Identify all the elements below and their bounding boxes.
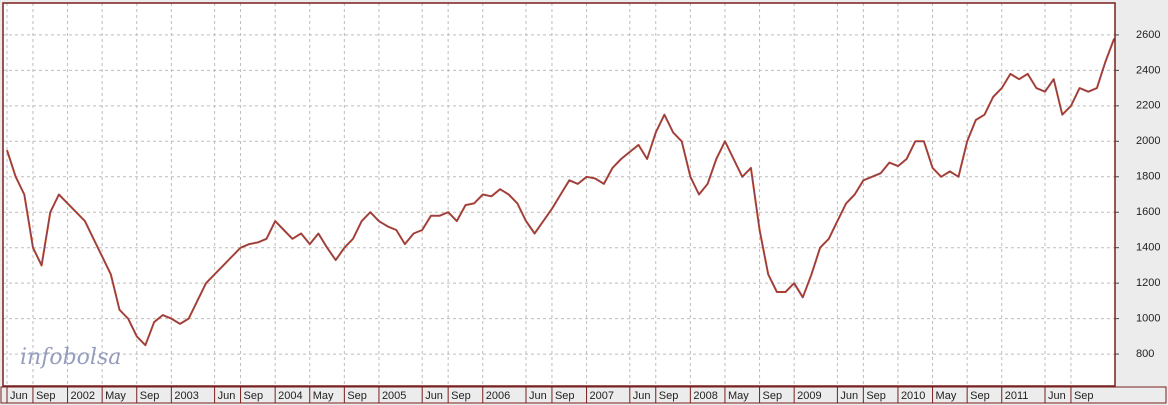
x-tick-label: Jun bbox=[840, 390, 858, 402]
x-tick-label: Sep bbox=[451, 390, 471, 402]
x-tick-label: May bbox=[728, 390, 749, 402]
plot-frame bbox=[2, 2, 1116, 387]
x-tick-label: May bbox=[105, 390, 126, 402]
x-tick-label: Jun bbox=[633, 390, 651, 402]
x-tick-label: Sep bbox=[244, 390, 264, 402]
x-tick-label: Sep bbox=[140, 390, 160, 402]
y-tick-label: 2400 bbox=[1136, 64, 1160, 76]
x-tick-label: Sep bbox=[866, 390, 886, 402]
x-tick-label: 2009 bbox=[797, 390, 821, 402]
axis-frame bbox=[0, 386, 1167, 404]
x-tick-label: 2005 bbox=[382, 390, 406, 402]
x-tick-label: 2010 bbox=[901, 390, 925, 402]
x-tick-label: 2008 bbox=[693, 390, 717, 402]
y-tick-label: 1400 bbox=[1136, 242, 1160, 254]
x-tick-label: 2004 bbox=[278, 390, 302, 402]
x-tick-label: 2003 bbox=[174, 390, 198, 402]
watermark: infobolsa bbox=[20, 345, 121, 370]
x-tick-label: Sep bbox=[555, 390, 575, 402]
y-tick-label: 1800 bbox=[1136, 171, 1160, 183]
y-tick-label: 1000 bbox=[1136, 313, 1160, 325]
x-tick-label: Jun bbox=[218, 390, 236, 402]
x-tick-label: Jun bbox=[425, 390, 443, 402]
x-tick-label: Jun bbox=[10, 390, 28, 402]
x-tick-label: Sep bbox=[347, 390, 367, 402]
y-tick-label: 1600 bbox=[1136, 206, 1160, 218]
x-tick-label: Sep bbox=[970, 390, 990, 402]
grid bbox=[3, 3, 1115, 386]
x-tick-label: Sep bbox=[659, 390, 679, 402]
plot-area bbox=[3, 3, 1115, 386]
price-line-shadow bbox=[6, 38, 1115, 346]
x-tick-label: 2002 bbox=[71, 390, 95, 402]
x-tick-label: Jun bbox=[529, 390, 547, 402]
x-tick-label: Jun bbox=[1048, 390, 1066, 402]
y-tick-label: 1200 bbox=[1136, 277, 1160, 289]
x-tick-label: 2007 bbox=[590, 390, 614, 402]
x-tick-label: Sep bbox=[1074, 390, 1094, 402]
y-tick-label: 2000 bbox=[1136, 135, 1160, 147]
y-tick-label: 2600 bbox=[1136, 29, 1160, 41]
x-tick-label: May bbox=[313, 390, 334, 402]
x-tick-label: May bbox=[936, 390, 957, 402]
x-tick-label: Sep bbox=[763, 390, 783, 402]
y-tick-label: 800 bbox=[1136, 348, 1154, 360]
y-tick-label: 2200 bbox=[1136, 100, 1160, 112]
x-tick-label: 2006 bbox=[486, 390, 510, 402]
x-tick-label: 2011 bbox=[1005, 390, 1029, 402]
plot bbox=[6, 38, 1116, 347]
x-tick-label: Sep bbox=[36, 390, 56, 402]
